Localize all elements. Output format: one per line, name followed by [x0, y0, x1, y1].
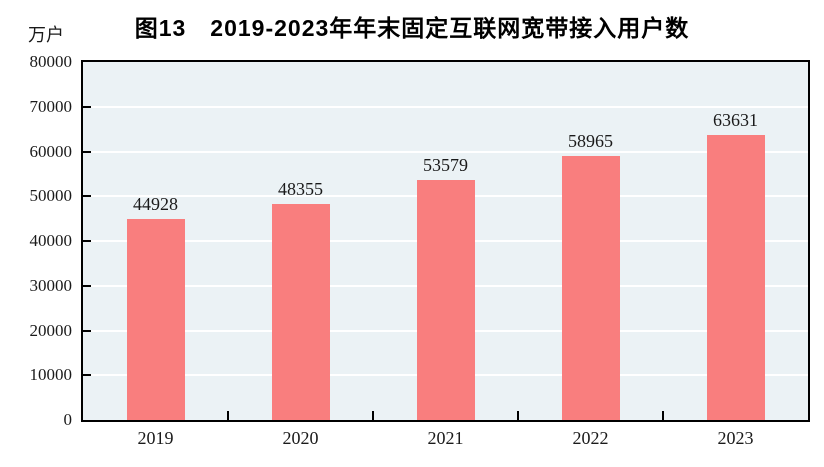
- y-axis-tick-mark: [83, 329, 91, 332]
- y-axis-tick-label: 40000: [29, 231, 73, 250]
- bar-value-label: 48355: [278, 178, 323, 199]
- bar-2023: [706, 135, 765, 420]
- bar-value-label: 53579: [423, 155, 468, 176]
- bar-2021: [416, 180, 475, 420]
- y-axis-tick-mark: [83, 150, 91, 153]
- bar-2019: [126, 218, 185, 420]
- x-axis-tick-label: 2020: [282, 428, 319, 448]
- chart-title: 图13 2019-2023年年末固定互联网宽带接入用户数: [134, 15, 690, 41]
- x-axis-tick-mark: [372, 411, 374, 420]
- x-axis-tick-label: 2023: [717, 428, 754, 448]
- bar-2022: [561, 156, 620, 420]
- x-axis-tick-mark: [227, 411, 229, 420]
- gridline: [83, 150, 808, 153]
- y-axis-tick-label: 70000: [29, 96, 73, 116]
- gridline: [83, 105, 808, 108]
- x-axis-tick-label: 2019: [137, 428, 174, 448]
- y-axis-tick-label: 80000: [29, 52, 73, 71]
- bar-2020: [271, 203, 330, 420]
- plot-area: 44928 48355 53579 58965 63631: [81, 60, 810, 422]
- y-axis-tick-label: 60000: [29, 141, 73, 161]
- y-axis-tick-label: 50000: [29, 186, 73, 206]
- y-axis-tick-label: 10000: [29, 365, 73, 385]
- bar-value-label: 58965: [568, 131, 613, 152]
- x-axis-tick-label: 2022: [572, 428, 609, 448]
- y-axis-tick-mark: [83, 284, 91, 287]
- y-axis-tick-label: 20000: [29, 320, 73, 340]
- x-axis-tick-label: 2021: [427, 428, 464, 448]
- y-axis-tick-mark: [83, 195, 91, 198]
- x-axis-tick-mark: [662, 411, 664, 420]
- y-axis-unit-label: 万户: [28, 25, 64, 45]
- y-axis-tick-mark: [83, 105, 91, 108]
- bar-value-label: 44928: [133, 193, 178, 214]
- y-axis-tick-label: 30000: [29, 275, 73, 295]
- bar-value-label: 63631: [713, 110, 758, 131]
- y-axis-tick-mark: [83, 374, 91, 377]
- y-axis-tick-mark: [83, 240, 91, 242]
- x-axis-tick-mark: [517, 411, 519, 420]
- y-axis-tick-label: 0: [63, 410, 73, 429]
